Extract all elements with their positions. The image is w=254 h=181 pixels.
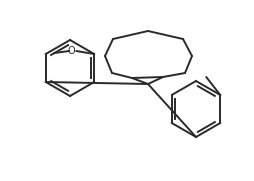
Text: O: O: [67, 46, 75, 56]
